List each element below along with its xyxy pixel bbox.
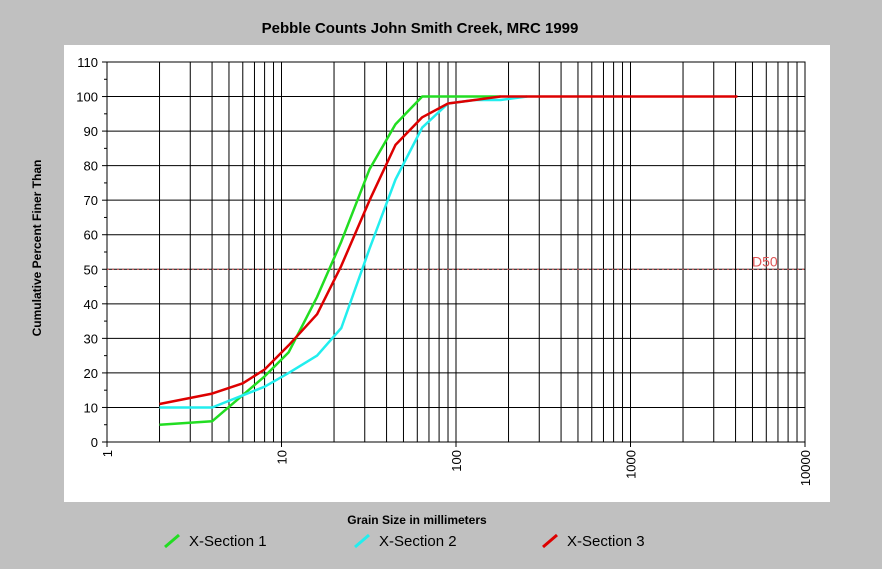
plot-frame [64, 45, 830, 502]
x-tick-label: 100 [449, 450, 464, 472]
legend-label-1: X-Section 1 [189, 533, 267, 550]
series-layer [159, 95, 738, 426]
legend-label-3: X-Section 3 [567, 533, 645, 550]
series-line-3 [159, 95, 738, 406]
y-tick-label: 60 [84, 228, 98, 243]
x-tick-label: 1 [100, 450, 115, 457]
y-tick-label: 100 [76, 90, 98, 105]
d50-reference: D50 [107, 253, 805, 270]
y-tick-label: 110 [77, 55, 98, 70]
y-tick-label: 70 [84, 193, 98, 208]
y-tick-label: 80 [84, 159, 98, 174]
x-axis: 1 10 100 1000 10000 [100, 442, 813, 486]
legend-label-2: X-Section 2 [379, 533, 457, 550]
y-axis-label: Cumulative Percent Finer Than [30, 160, 44, 337]
legend: X-Section 1 X-Section 2 X-Section 3 [164, 533, 645, 550]
y-tick-label: 90 [84, 124, 98, 139]
y-tick-label: 20 [84, 366, 98, 381]
y-tick-label: 30 [84, 331, 98, 346]
d50-label: D50 [752, 253, 778, 269]
x-tick-label: 1000 [624, 450, 639, 479]
x-tick-label: 10000 [798, 450, 813, 486]
y-tick-label: 40 [84, 297, 98, 312]
y-tick-label: 50 [84, 262, 98, 277]
legend-swatch-3 [542, 533, 558, 549]
series-line-1 [159, 95, 501, 426]
y-axis: 0 10 20 30 40 50 60 70 80 90 100 110 [76, 55, 107, 450]
x-tick-label: 10 [275, 450, 290, 464]
legend-swatch-2 [354, 533, 370, 549]
y-tick-label: 0 [91, 435, 98, 450]
legend-swatch-1 [164, 533, 180, 549]
y-tick-label: 10 [84, 400, 98, 415]
x-axis-label: Grain Size in millimeters [347, 513, 487, 527]
chart-title: Pebble Counts John Smith Creek, MRC 1999 [262, 20, 579, 37]
